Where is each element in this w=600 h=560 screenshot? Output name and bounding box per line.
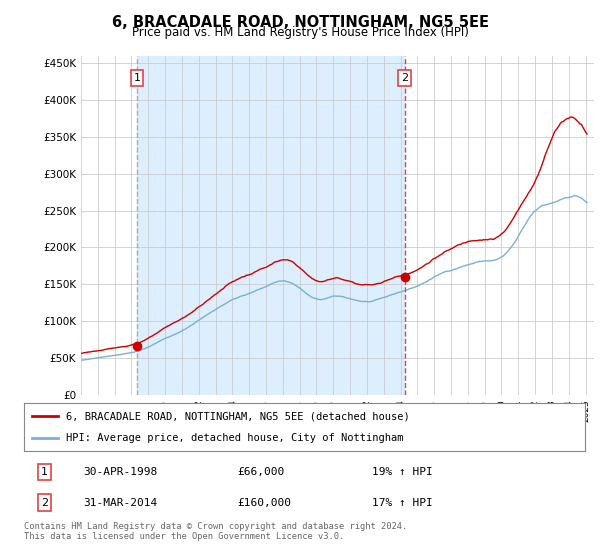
Bar — [137, 56, 405, 395]
Text: 30-APR-1998: 30-APR-1998 — [83, 467, 157, 477]
Text: £66,000: £66,000 — [237, 467, 284, 477]
Text: 6, BRACADALE ROAD, NOTTINGHAM, NG5 5EE (detached house): 6, BRACADALE ROAD, NOTTINGHAM, NG5 5EE (… — [66, 411, 410, 421]
Text: Contains HM Land Registry data © Crown copyright and database right 2024.
This d: Contains HM Land Registry data © Crown c… — [24, 522, 407, 542]
Text: 2: 2 — [401, 73, 409, 83]
Text: Price paid vs. HM Land Registry's House Price Index (HPI): Price paid vs. HM Land Registry's House … — [131, 26, 469, 39]
Text: 6, BRACADALE ROAD, NOTTINGHAM, NG5 5EE: 6, BRACADALE ROAD, NOTTINGHAM, NG5 5EE — [112, 15, 488, 30]
Text: 19% ↑ HPI: 19% ↑ HPI — [372, 467, 433, 477]
Text: £160,000: £160,000 — [237, 498, 291, 507]
Text: 31-MAR-2014: 31-MAR-2014 — [83, 498, 157, 507]
Text: 17% ↑ HPI: 17% ↑ HPI — [372, 498, 433, 507]
Text: 1: 1 — [134, 73, 140, 83]
Text: 1: 1 — [41, 467, 48, 477]
Text: HPI: Average price, detached house, City of Nottingham: HPI: Average price, detached house, City… — [66, 433, 404, 443]
Text: 2: 2 — [41, 498, 49, 507]
